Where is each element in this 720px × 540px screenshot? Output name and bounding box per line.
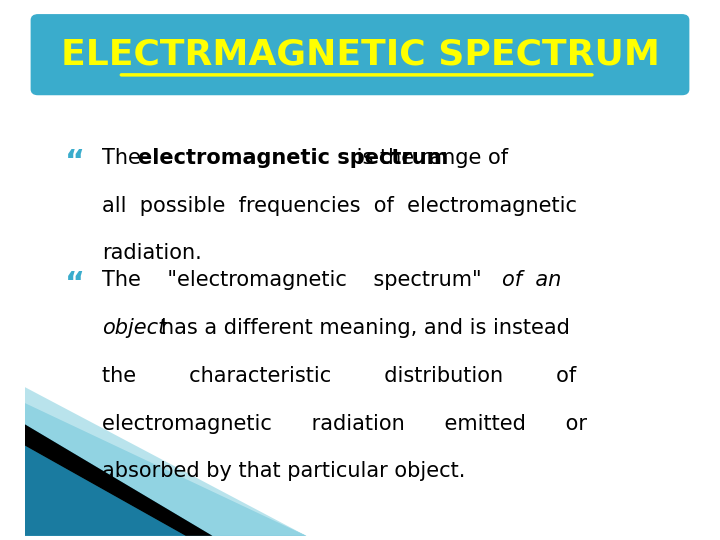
Text: ELECTRMAGNETIC SPECTRUM: ELECTRMAGNETIC SPECTRUM bbox=[60, 38, 660, 72]
Text: The: The bbox=[102, 148, 148, 168]
Text: all  possible  frequencies  of  electromagnetic: all possible frequencies of electromagne… bbox=[102, 195, 577, 215]
Text: the        characteristic        distribution        of: the characteristic distribution of bbox=[102, 366, 576, 386]
Text: electromagnetic      radiation      emitted      or: electromagnetic radiation emitted or bbox=[102, 414, 587, 434]
FancyBboxPatch shape bbox=[31, 15, 689, 94]
Text: has a different meaning, and is instead: has a different meaning, and is instead bbox=[161, 318, 570, 338]
Text: The    "electromagnetic    spectrum": The "electromagnetic spectrum" bbox=[102, 270, 488, 290]
Polygon shape bbox=[24, 446, 186, 536]
Text: “: “ bbox=[65, 148, 85, 177]
Text: electromagnetic spectrum: electromagnetic spectrum bbox=[138, 148, 449, 168]
Polygon shape bbox=[24, 424, 212, 536]
Text: “: “ bbox=[65, 270, 85, 299]
Text: radiation.: radiation. bbox=[102, 244, 202, 264]
Polygon shape bbox=[24, 387, 306, 536]
Polygon shape bbox=[24, 403, 306, 536]
Text: is the range of: is the range of bbox=[350, 148, 508, 168]
Text: absorbed by that particular object.: absorbed by that particular object. bbox=[102, 461, 465, 481]
Text: of  an: of an bbox=[503, 270, 562, 290]
Text: object: object bbox=[102, 318, 166, 338]
